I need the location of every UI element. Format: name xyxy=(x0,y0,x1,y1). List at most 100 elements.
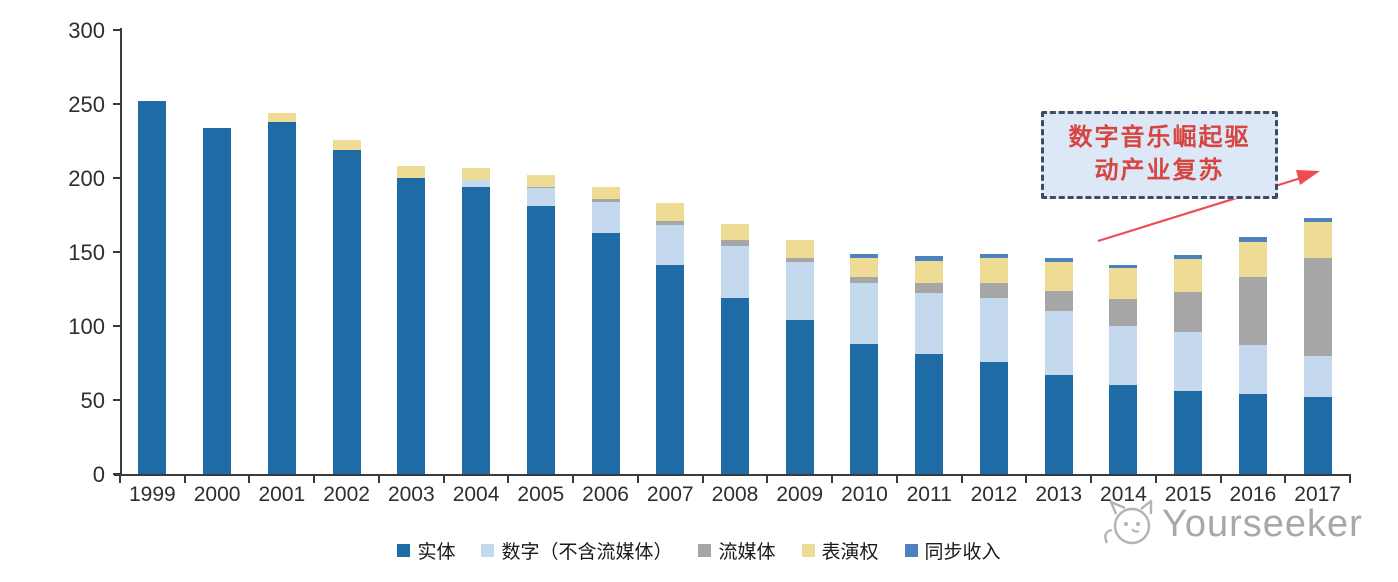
bar-segment-streaming xyxy=(656,220,685,226)
x-tick-mark xyxy=(183,476,186,483)
bar-segment-digital-excl-streaming xyxy=(785,262,814,321)
annotation-callout-box: 数字音乐崛起驱 动产业复苏 xyxy=(1041,111,1278,199)
bar-segment-physical xyxy=(1303,397,1332,474)
x-tick-label: 2014 xyxy=(1100,483,1147,506)
x-tick-label: 2010 xyxy=(841,483,888,506)
bar-segment-physical xyxy=(462,186,491,474)
watermark: Yourseeker xyxy=(1096,498,1363,550)
bar-segment-sync-revenue xyxy=(1303,217,1332,223)
x-tick-label: 2017 xyxy=(1294,483,1341,506)
bar-column-2005 xyxy=(526,175,555,474)
bar-segment-digital-excl-streaming xyxy=(591,201,620,233)
bar-segment-physical xyxy=(1044,374,1073,474)
bar-segment-physical xyxy=(915,354,944,474)
bar-segment-physical xyxy=(332,149,361,474)
legend-swatch-streaming xyxy=(698,544,712,557)
bar-segment-performance-rights xyxy=(979,257,1008,284)
bar-segment-digital-excl-streaming xyxy=(656,225,685,266)
x-tick-mark xyxy=(895,476,898,483)
bar-segment-performance-rights xyxy=(332,139,361,150)
x-tick-label: 1999 xyxy=(129,483,176,506)
legend-swatch-physical xyxy=(397,544,411,557)
y-tick-label: 200 xyxy=(68,166,105,191)
bar-segment-sync-revenue xyxy=(979,253,1008,258)
bar-segment-performance-rights xyxy=(1044,262,1073,291)
x-tick-mark xyxy=(1090,476,1093,483)
bar-segment-physical xyxy=(1174,391,1203,474)
x-tick-label: 2008 xyxy=(711,483,759,506)
bar-column-2012 xyxy=(979,253,1008,474)
bar-column-2011 xyxy=(915,256,944,474)
bar-segment-physical xyxy=(591,232,620,474)
bar-segment-performance-rights xyxy=(267,112,296,122)
bar-column-2016 xyxy=(1238,237,1267,474)
bar-segment-streaming xyxy=(721,240,749,247)
legend-item-physical: 实体 xyxy=(397,537,455,564)
bar-segment-streaming xyxy=(1044,290,1073,312)
bar-segment-streaming xyxy=(1109,299,1138,327)
bar-segment-digital-excl-streaming xyxy=(526,188,555,207)
x-tick-mark xyxy=(1219,476,1222,483)
x-tick-label: 2009 xyxy=(776,483,824,506)
x-tick-mark xyxy=(1284,476,1287,483)
bar-segment-performance-rights xyxy=(656,203,685,221)
bar-segment-performance-rights xyxy=(591,186,620,199)
legend: 实体 数字（不含流媒体） 流媒体 表演权 同步收入 xyxy=(0,537,1398,564)
y-tick-label: 100 xyxy=(68,314,105,339)
x-tick-mark xyxy=(701,476,704,483)
x-tick-mark xyxy=(377,476,380,483)
bar-segment-performance-rights xyxy=(850,257,879,278)
x-tick-label: 2011 xyxy=(906,483,952,506)
bar-segment-performance-rights xyxy=(1109,268,1138,300)
x-tick-label: 2013 xyxy=(1035,483,1083,506)
x-tick-mark xyxy=(831,476,834,483)
bar-segment-physical xyxy=(1238,394,1267,474)
x-axis xyxy=(114,474,1351,476)
bar-segment-sync-revenue xyxy=(1109,265,1138,269)
bar-segment-streaming xyxy=(785,257,814,263)
bar-column-2001 xyxy=(267,112,296,474)
bar-column-2017 xyxy=(1303,217,1332,474)
legend-item-streaming: 流媒体 xyxy=(698,537,776,564)
x-tick-mark xyxy=(1025,476,1028,483)
bar-segment-streaming xyxy=(850,277,879,284)
bar-column-2014 xyxy=(1109,265,1138,474)
bar-column-2003 xyxy=(397,166,426,474)
x-tick-mark xyxy=(248,476,251,483)
y-tick-mark xyxy=(113,399,120,401)
y-tick-mark xyxy=(113,473,120,475)
x-tick-mark xyxy=(1349,476,1351,483)
x-tick-mark xyxy=(572,476,575,483)
bar-column-2015 xyxy=(1174,255,1203,474)
x-tick-mark xyxy=(507,476,510,483)
legend-swatch-performance-rights xyxy=(801,544,815,557)
bar-column-2007 xyxy=(656,203,685,474)
x-tick-mark xyxy=(1154,476,1157,483)
y-tick-mark xyxy=(113,325,120,327)
bar-column-2009 xyxy=(785,240,814,474)
legend-label-streaming: 流媒体 xyxy=(718,542,776,563)
bar-segment-performance-rights xyxy=(1238,241,1267,278)
bar-segment-streaming xyxy=(979,283,1008,298)
x-tick-label: 2001 xyxy=(258,483,306,506)
bar-segment-digital-excl-streaming xyxy=(1044,311,1073,375)
bar-column-2008 xyxy=(721,223,749,474)
y-tick-mark xyxy=(113,177,120,179)
x-tick-label: 2006 xyxy=(582,483,629,506)
x-tick-label: 2007 xyxy=(646,483,694,506)
bar-column-1999 xyxy=(138,101,167,474)
x-tick-label: 2004 xyxy=(452,483,500,506)
bar-segment-physical xyxy=(1109,385,1138,474)
x-tick-label: 2012 xyxy=(970,483,1018,506)
legend-item-sync-revenue: 同步收入 xyxy=(904,537,1001,564)
bar-segment-performance-rights xyxy=(1174,259,1203,292)
bar-segment-physical xyxy=(785,320,814,474)
bar-segment-sync-revenue xyxy=(850,253,879,258)
bar-segment-digital-excl-streaming xyxy=(979,297,1008,362)
y-tick-label: 150 xyxy=(68,240,105,265)
bar-segment-performance-rights xyxy=(785,240,814,258)
bar-segment-physical xyxy=(721,297,749,474)
y-tick-mark xyxy=(113,251,120,253)
annotation-text-line2: 动产业复苏 xyxy=(1094,158,1225,184)
